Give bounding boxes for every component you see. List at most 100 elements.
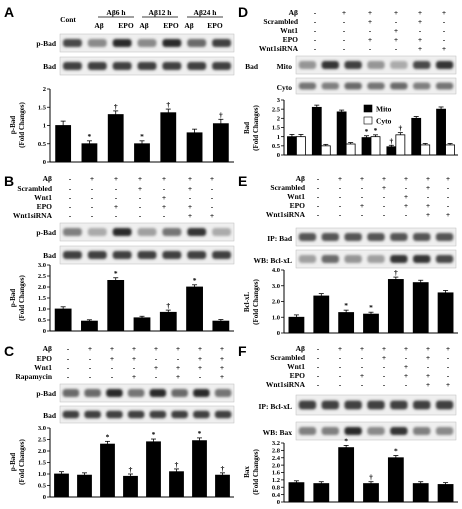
chart-significance-marker: * bbox=[114, 269, 118, 278]
chart-y-label: Bcl-xL (Fold Changes) bbox=[243, 278, 260, 324]
panel-b-row-label: Aβ bbox=[43, 174, 52, 183]
chart-y-tick-label: 2 bbox=[277, 116, 280, 123]
panel-c-blots: p-Bad Bad bbox=[36, 383, 235, 424]
chart-y-tick-label: 0.5 bbox=[38, 141, 47, 148]
panel-f-sign: + bbox=[426, 353, 430, 362]
panel-f-sign: + bbox=[404, 362, 408, 371]
panel-b-sign: - bbox=[91, 193, 94, 202]
panel-d-sign: - bbox=[395, 44, 398, 53]
panel-f-sign: + bbox=[382, 344, 386, 353]
panel-e-row-label: Scrambled bbox=[270, 183, 305, 192]
panel-f-sign: - bbox=[361, 380, 364, 389]
panel-c-sign: - bbox=[177, 354, 180, 363]
panel-b-sign: + bbox=[162, 193, 166, 202]
panel-c-sign: - bbox=[67, 344, 70, 353]
panel-b-treatment-table: Aβ - + + + + + +Scrambled - - - + - + -Wnt1- - - - + - -EPO -… bbox=[13, 174, 214, 220]
panel-f-treatment-table: Aβ - + + + + + +Scrambled - - - + - + -Wnt1- - - - + - -EPO -… bbox=[266, 344, 450, 389]
panel-c-sign: + bbox=[132, 372, 136, 381]
chart-y-tick-label: 2.5 bbox=[272, 106, 281, 113]
panel-f-row-label: Wnt1siRNA bbox=[266, 380, 306, 389]
blot-band bbox=[344, 255, 362, 263]
chart-y-tick-label: 2.4 bbox=[272, 455, 281, 462]
panel-c-sign: + bbox=[176, 344, 180, 353]
panel-d-row-label: Scrambled bbox=[263, 17, 298, 26]
chart-bar bbox=[54, 308, 72, 332]
panel-c-sign: + bbox=[110, 344, 114, 353]
panel-d-sign: - bbox=[314, 26, 317, 35]
panel-e-sign: + bbox=[338, 174, 342, 183]
blot-band bbox=[344, 400, 362, 410]
panel-d-blots: Mito Cyto Bad bbox=[245, 55, 457, 95]
blot-band bbox=[212, 62, 232, 70]
panel-b-sign: + bbox=[90, 174, 94, 183]
panel-b-sign: + bbox=[188, 202, 192, 211]
panel-f-sign: - bbox=[317, 353, 320, 362]
panel-d-sign: + bbox=[394, 26, 398, 35]
blot-band bbox=[321, 427, 339, 435]
panel-f-sign: + bbox=[338, 344, 342, 353]
panel-d-sign: - bbox=[314, 17, 317, 26]
panel-c-sign: + bbox=[176, 363, 180, 372]
blot-label: Bad bbox=[43, 251, 57, 260]
chart-significance-marker: * bbox=[140, 132, 144, 141]
chart-y-label: Bax (Fold Changes) bbox=[243, 448, 260, 494]
blot-band bbox=[106, 410, 123, 419]
panel-e-sign: + bbox=[404, 192, 408, 201]
chart-bar bbox=[437, 484, 454, 503]
panel-e-sign: - bbox=[383, 192, 386, 201]
panel-e-treatment-table: Aβ - + + + + + +Scrambled - - - + - + -Wnt1- - - - + - -EPO -… bbox=[266, 174, 450, 219]
chart-significance-marker: † bbox=[394, 268, 398, 277]
panel-e-sign: + bbox=[404, 201, 408, 210]
chart-bar bbox=[363, 313, 379, 334]
panel-e-sign: - bbox=[361, 183, 364, 192]
blot-band bbox=[62, 251, 82, 259]
chart-significance-marker: † bbox=[166, 301, 170, 310]
chart-bar bbox=[386, 146, 397, 156]
panel-d-sign: - bbox=[343, 44, 346, 53]
chart-y-tick-label: 1.0 bbox=[38, 471, 46, 478]
chart-y-tick-label: 0 bbox=[277, 499, 280, 506]
blot-band bbox=[87, 62, 107, 70]
panel-d-sign: + bbox=[394, 35, 398, 44]
panel-e-sign: + bbox=[360, 174, 364, 183]
blot-band bbox=[214, 410, 232, 419]
blot-band bbox=[106, 389, 123, 397]
panel-d-sign: - bbox=[369, 26, 372, 35]
blot-band bbox=[171, 389, 188, 397]
chart-bar bbox=[420, 144, 431, 156]
panel-a-sub-epo-3: EPO bbox=[207, 21, 223, 30]
chart-significance-marker: † bbox=[398, 124, 402, 133]
blot-label: p-Bad bbox=[36, 389, 56, 398]
panel-b-sign: + bbox=[210, 211, 214, 220]
panel-d-sign: - bbox=[343, 26, 346, 35]
panel-e-sign: - bbox=[405, 183, 408, 192]
blot-band bbox=[413, 427, 431, 435]
blot-band bbox=[321, 61, 339, 69]
panel-d-sign: + bbox=[368, 17, 372, 26]
legend-cyto-swatch bbox=[363, 116, 373, 125]
panel-d-sign: - bbox=[419, 26, 422, 35]
blot-band bbox=[367, 61, 385, 69]
treatment-tables: Aβ - + + + + + +Scrambled - - - + - + -Wnt1- - - - + - -EPO -… bbox=[13, 8, 450, 389]
panel-a-group-24h: Aβ24 h bbox=[194, 8, 218, 17]
panel-a-header: Cont Aβ6 h Aβ12 h Aβ24 h Aβ EPO Aβ EPO A… bbox=[60, 8, 223, 30]
panel-f-sign: - bbox=[317, 344, 320, 353]
blot-band bbox=[84, 410, 101, 419]
panel-d-sign: + bbox=[442, 8, 446, 17]
chart-y-tick-label: 0 bbox=[277, 330, 280, 337]
panel-e-row-label: Wnt1siRNA bbox=[266, 210, 306, 219]
panel-e-sign: - bbox=[317, 174, 320, 183]
panel-e-sign: - bbox=[339, 183, 342, 192]
panel-a-blots: p-Bad Bad bbox=[36, 33, 235, 76]
blot-band bbox=[187, 62, 207, 70]
panel-c-sign: - bbox=[155, 372, 158, 381]
chart-significance-marker: * bbox=[344, 436, 348, 445]
chart-bar bbox=[411, 117, 422, 156]
chart-significance-marker: * bbox=[198, 429, 202, 438]
panel-e-sign: - bbox=[317, 192, 320, 201]
chart-y-tick-label: 0.5 bbox=[38, 483, 47, 490]
panel-d-sign: + bbox=[394, 8, 398, 17]
panel-c-chart: 0 0.5 1.0 1.5 2.0 2.5 3.0 p-Bad (Fold Changes) * †… bbox=[9, 425, 234, 501]
chart-y-tick-label: 2.5 bbox=[38, 437, 47, 444]
chart-bar bbox=[212, 320, 230, 332]
